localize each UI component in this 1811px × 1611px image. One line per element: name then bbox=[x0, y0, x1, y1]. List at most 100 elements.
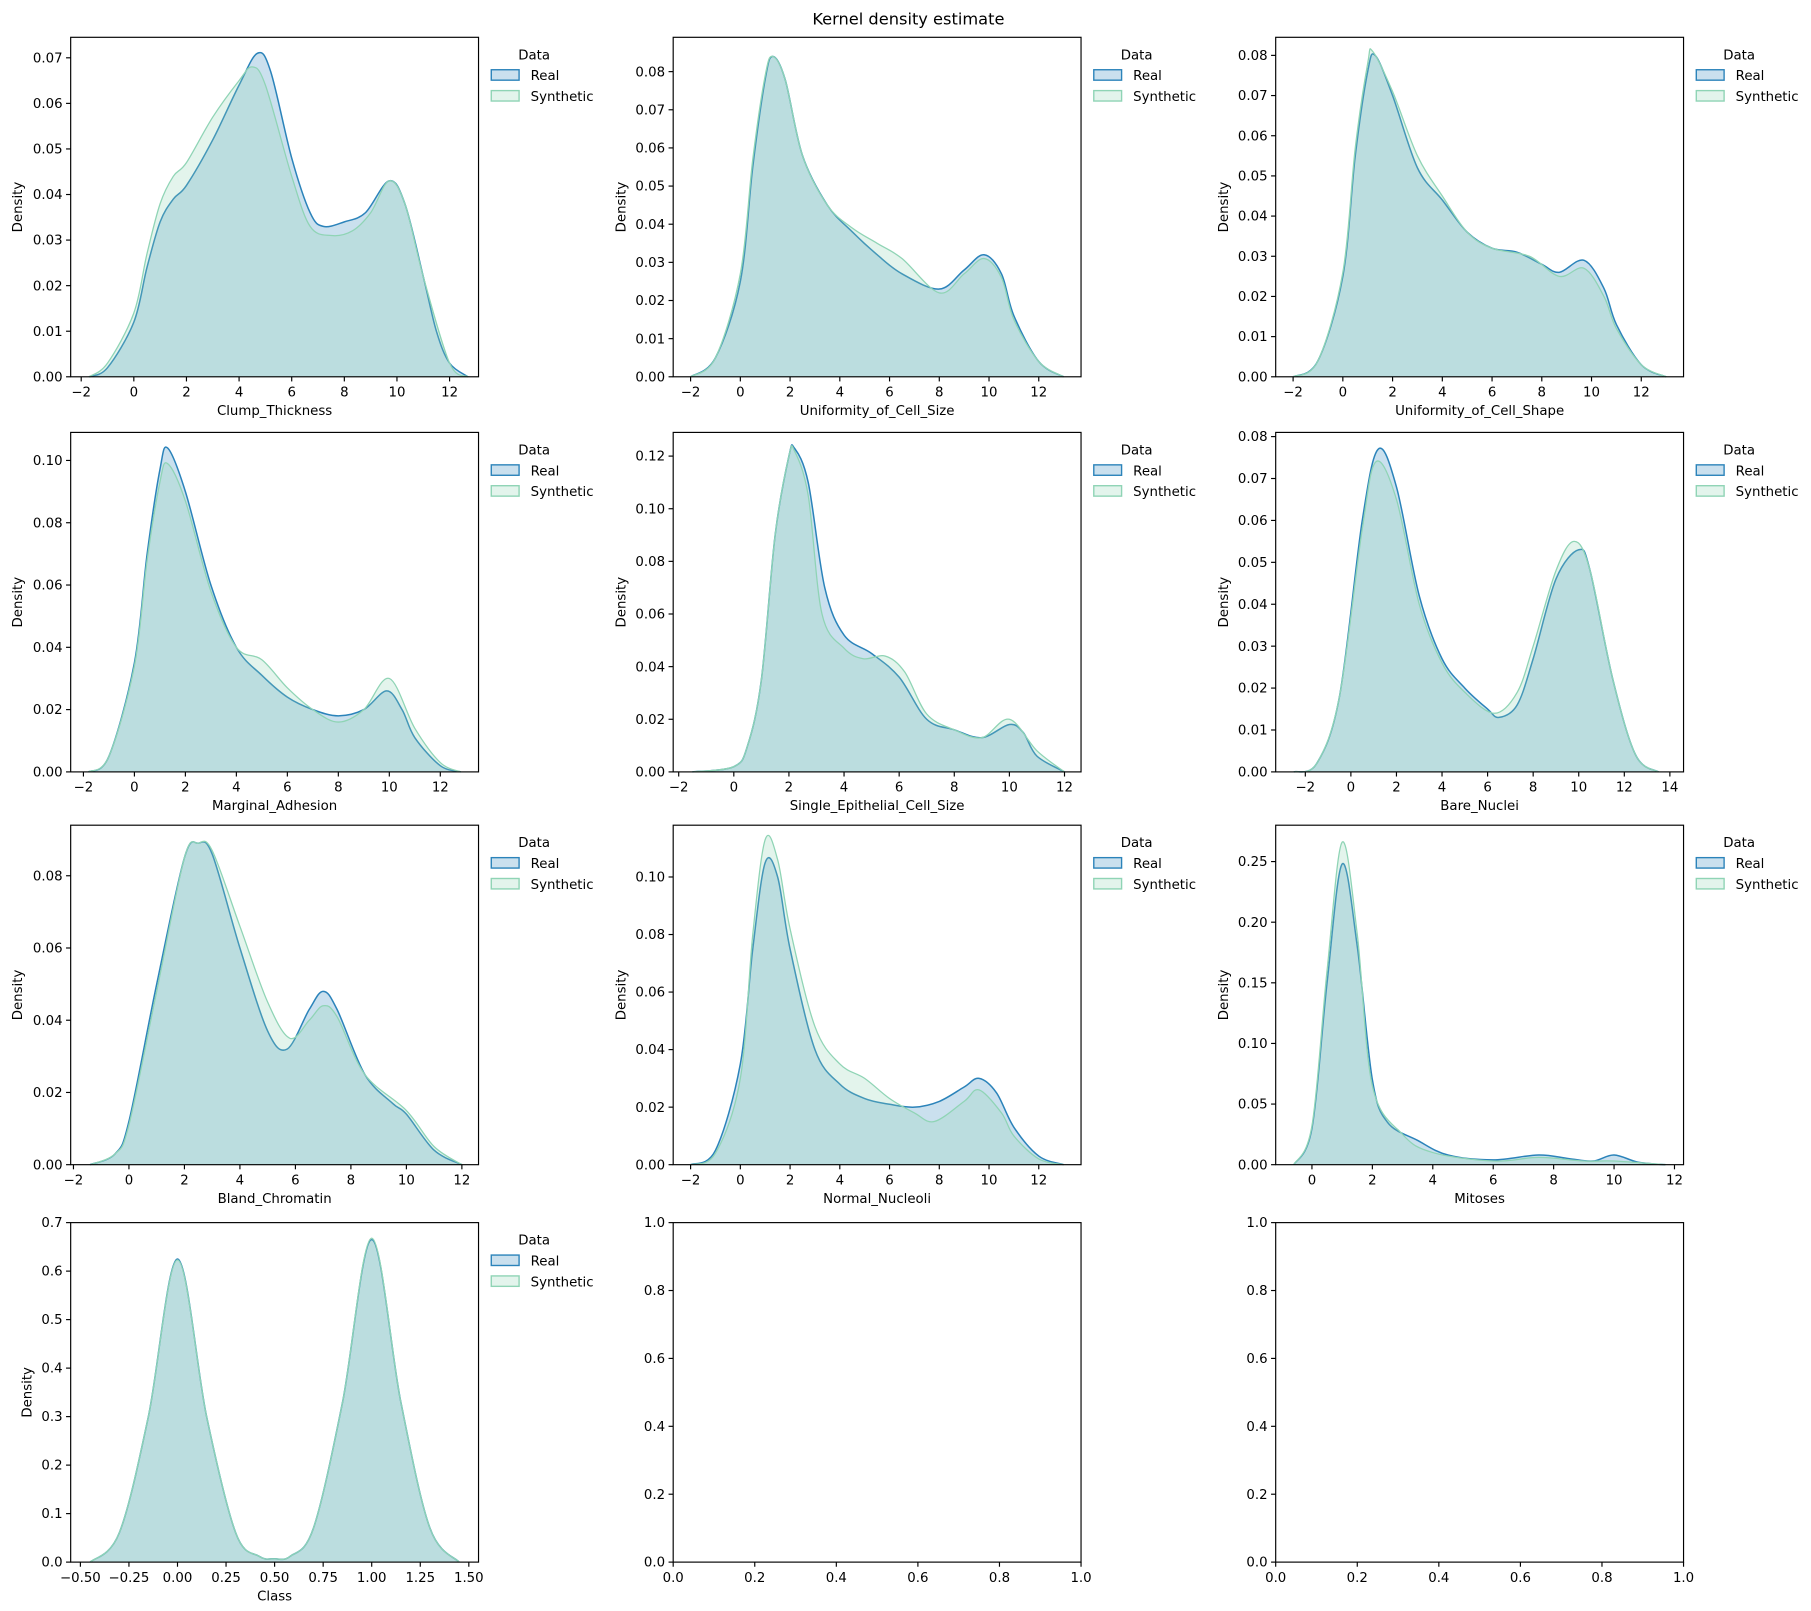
legend-label-synthetic: Synthetic bbox=[1133, 485, 1196, 500]
y-tick-label: 0.1 bbox=[41, 1507, 62, 1522]
legend-title: Data bbox=[1723, 48, 1755, 63]
x-tick-label: 6 bbox=[1483, 781, 1491, 796]
x-axis-label: Single_Epithelial_Cell_Size bbox=[790, 799, 965, 814]
x-tick-label: 0.2 bbox=[1347, 1571, 1368, 1586]
x-tick-label: 2 bbox=[181, 781, 189, 796]
y-tick-label: 0.06 bbox=[33, 942, 63, 957]
y-tick-label: 0.05 bbox=[33, 143, 63, 158]
legend-swatch-synthetic bbox=[1695, 89, 1725, 102]
x-tick-label: 2 bbox=[1392, 781, 1400, 796]
density-area-synthetic bbox=[1293, 460, 1659, 772]
density-area-synthetic bbox=[690, 56, 1064, 377]
y-tick-label: 0.2 bbox=[41, 1459, 62, 1474]
y-tick-label: 0.10 bbox=[635, 502, 665, 517]
legend-swatch-synthetic bbox=[1695, 877, 1725, 890]
legend-swatch-synthetic bbox=[1093, 485, 1123, 497]
x-tick-label: 4 bbox=[1438, 385, 1446, 400]
y-tick-label: 0.2 bbox=[1246, 1488, 1267, 1503]
density-area-synthetic bbox=[89, 66, 469, 377]
x-tick-label: 10 bbox=[1583, 385, 1600, 400]
legend-label-real: Real bbox=[1133, 857, 1162, 872]
subplot-uniformity-of-cell-size: −2 0 2 4 6 8 10 12 0.00 0.01 0.02 0.03 0.04 0.05 0.06 0… bbox=[615, 36, 1196, 419]
legend-label-synthetic: Synthetic bbox=[1736, 878, 1799, 893]
x-axis-label: Uniformity_of_Cell_Size bbox=[800, 404, 955, 419]
density-area-real bbox=[90, 841, 462, 1165]
legend-label-real: Real bbox=[1133, 464, 1162, 479]
x-tick-label: 0.0 bbox=[1265, 1571, 1286, 1586]
legend-label-real: Real bbox=[1736, 69, 1765, 84]
y-tick-label: 0.10 bbox=[1238, 1037, 1268, 1052]
x-tick-label: −2 bbox=[74, 781, 94, 796]
legend: Data Real Synthetic bbox=[490, 836, 594, 893]
y-tick-label: 0.02 bbox=[635, 294, 665, 309]
legend-swatch-synthetic bbox=[490, 89, 520, 102]
x-tick-label: 10 bbox=[381, 781, 398, 796]
x-axis-label: Mitoses bbox=[1454, 1192, 1505, 1207]
y-tick-label: 0.00 bbox=[33, 766, 63, 781]
subplot-mitoses: 0 2 4 6 8 10 12 0.00 0.05 0.10 0.15 0.20 0.25 Mitoses… bbox=[1217, 824, 1799, 1207]
x-tick-label: 2 bbox=[785, 781, 793, 796]
axes-frame bbox=[70, 431, 480, 773]
x-tick-label: 2 bbox=[182, 385, 190, 400]
subplot-grid: −2 0 2 4 6 8 10 120.000.010.020.030.040.050.060… bbox=[11, 36, 1799, 1604]
density-area-real bbox=[690, 56, 1064, 377]
legend-title: Data bbox=[1121, 443, 1153, 458]
x-tick-label: 8 bbox=[1529, 781, 1537, 796]
density-line-synthetic bbox=[690, 834, 1064, 1166]
x-tick-label: 0.4 bbox=[826, 1571, 847, 1586]
y-tick-label: 0.06 bbox=[635, 986, 665, 1001]
x-axis-label: Bland_Chromatin bbox=[218, 1192, 332, 1207]
legend-swatch-synthetic bbox=[1093, 89, 1123, 102]
y-tick-label: 0.01 bbox=[635, 332, 665, 347]
axes-frame bbox=[1275, 824, 1685, 1166]
legend-swatch-real bbox=[1695, 464, 1725, 476]
y-tick-label: 0.04 bbox=[33, 188, 63, 203]
legend-swatch-synthetic bbox=[490, 1275, 520, 1288]
x-tick-label: 8 bbox=[347, 1173, 355, 1188]
legend-swatch-synthetic bbox=[1093, 877, 1123, 890]
density-line-synthetic bbox=[88, 462, 461, 773]
x-tick-label: 6 bbox=[885, 1173, 893, 1188]
x-tick-label: 6 bbox=[1488, 385, 1496, 400]
legend-swatch-real bbox=[1093, 464, 1123, 476]
x-tick-label: −2 bbox=[1283, 385, 1303, 400]
y-tick-label: 0.04 bbox=[635, 218, 665, 233]
x-tick-label: 0.00 bbox=[163, 1571, 193, 1586]
density-line-real bbox=[1293, 863, 1666, 1166]
y-tick-label: 0.6 bbox=[41, 1265, 62, 1280]
x-tick-label: 0.2 bbox=[744, 1571, 765, 1586]
y-tick-label: 0.05 bbox=[1238, 556, 1268, 571]
x-tick-label: 1.00 bbox=[357, 1571, 387, 1586]
x-tick-label: 2 bbox=[1388, 385, 1396, 400]
y-tick-label: 0.00 bbox=[33, 370, 63, 385]
y-tick-label: 0.10 bbox=[635, 871, 665, 886]
legend-title: Data bbox=[518, 836, 550, 851]
x-tick-label: 10 bbox=[1570, 781, 1587, 796]
y-tick-label: 0.0 bbox=[644, 1556, 665, 1571]
x-tick-label: 14 bbox=[1661, 781, 1678, 796]
x-tick-label: 10 bbox=[1001, 781, 1018, 796]
y-tick-label: 0.03 bbox=[1238, 250, 1268, 265]
legend-swatch-real bbox=[1093, 856, 1123, 869]
legend-label-synthetic: Synthetic bbox=[531, 90, 594, 105]
density-area-synthetic bbox=[88, 462, 461, 772]
y-tick-label: 0.7 bbox=[41, 1216, 62, 1231]
x-tick-label: 0 bbox=[730, 781, 738, 796]
subplot-class: −0.50 −0.25 0.00 0.25 0.50 0.75 1.00 1.25 1.50 0.… bbox=[20, 1216, 593, 1604]
x-tick-label: 6 bbox=[1489, 1173, 1497, 1188]
density-area-synthetic bbox=[692, 445, 1065, 772]
legend: Data Real Synthetic bbox=[1695, 836, 1799, 893]
x-tick-label: 0 bbox=[1347, 781, 1355, 796]
legend-label-synthetic: Synthetic bbox=[531, 878, 594, 893]
y-tick-label: 0.08 bbox=[1238, 49, 1268, 64]
subplot-empty: 0.0 0.2 0.4 0.6 0.8 1.0 0.0 0.2 0.4 0.6 0.8 1.0 bbox=[644, 1216, 1092, 1586]
y-tick-label: 0.06 bbox=[1238, 129, 1268, 144]
legend: Data Real Synthetic bbox=[1695, 48, 1799, 105]
x-tick-label: 0.8 bbox=[1591, 1571, 1612, 1586]
y-tick-label: 0.04 bbox=[635, 660, 665, 675]
y-tick-label: 0.07 bbox=[635, 103, 665, 118]
y-axis-label: Density bbox=[1217, 577, 1232, 628]
x-tick-label: 0 bbox=[736, 385, 744, 400]
legend-swatch-real bbox=[1695, 856, 1725, 869]
x-tick-label: 0 bbox=[125, 1173, 133, 1188]
